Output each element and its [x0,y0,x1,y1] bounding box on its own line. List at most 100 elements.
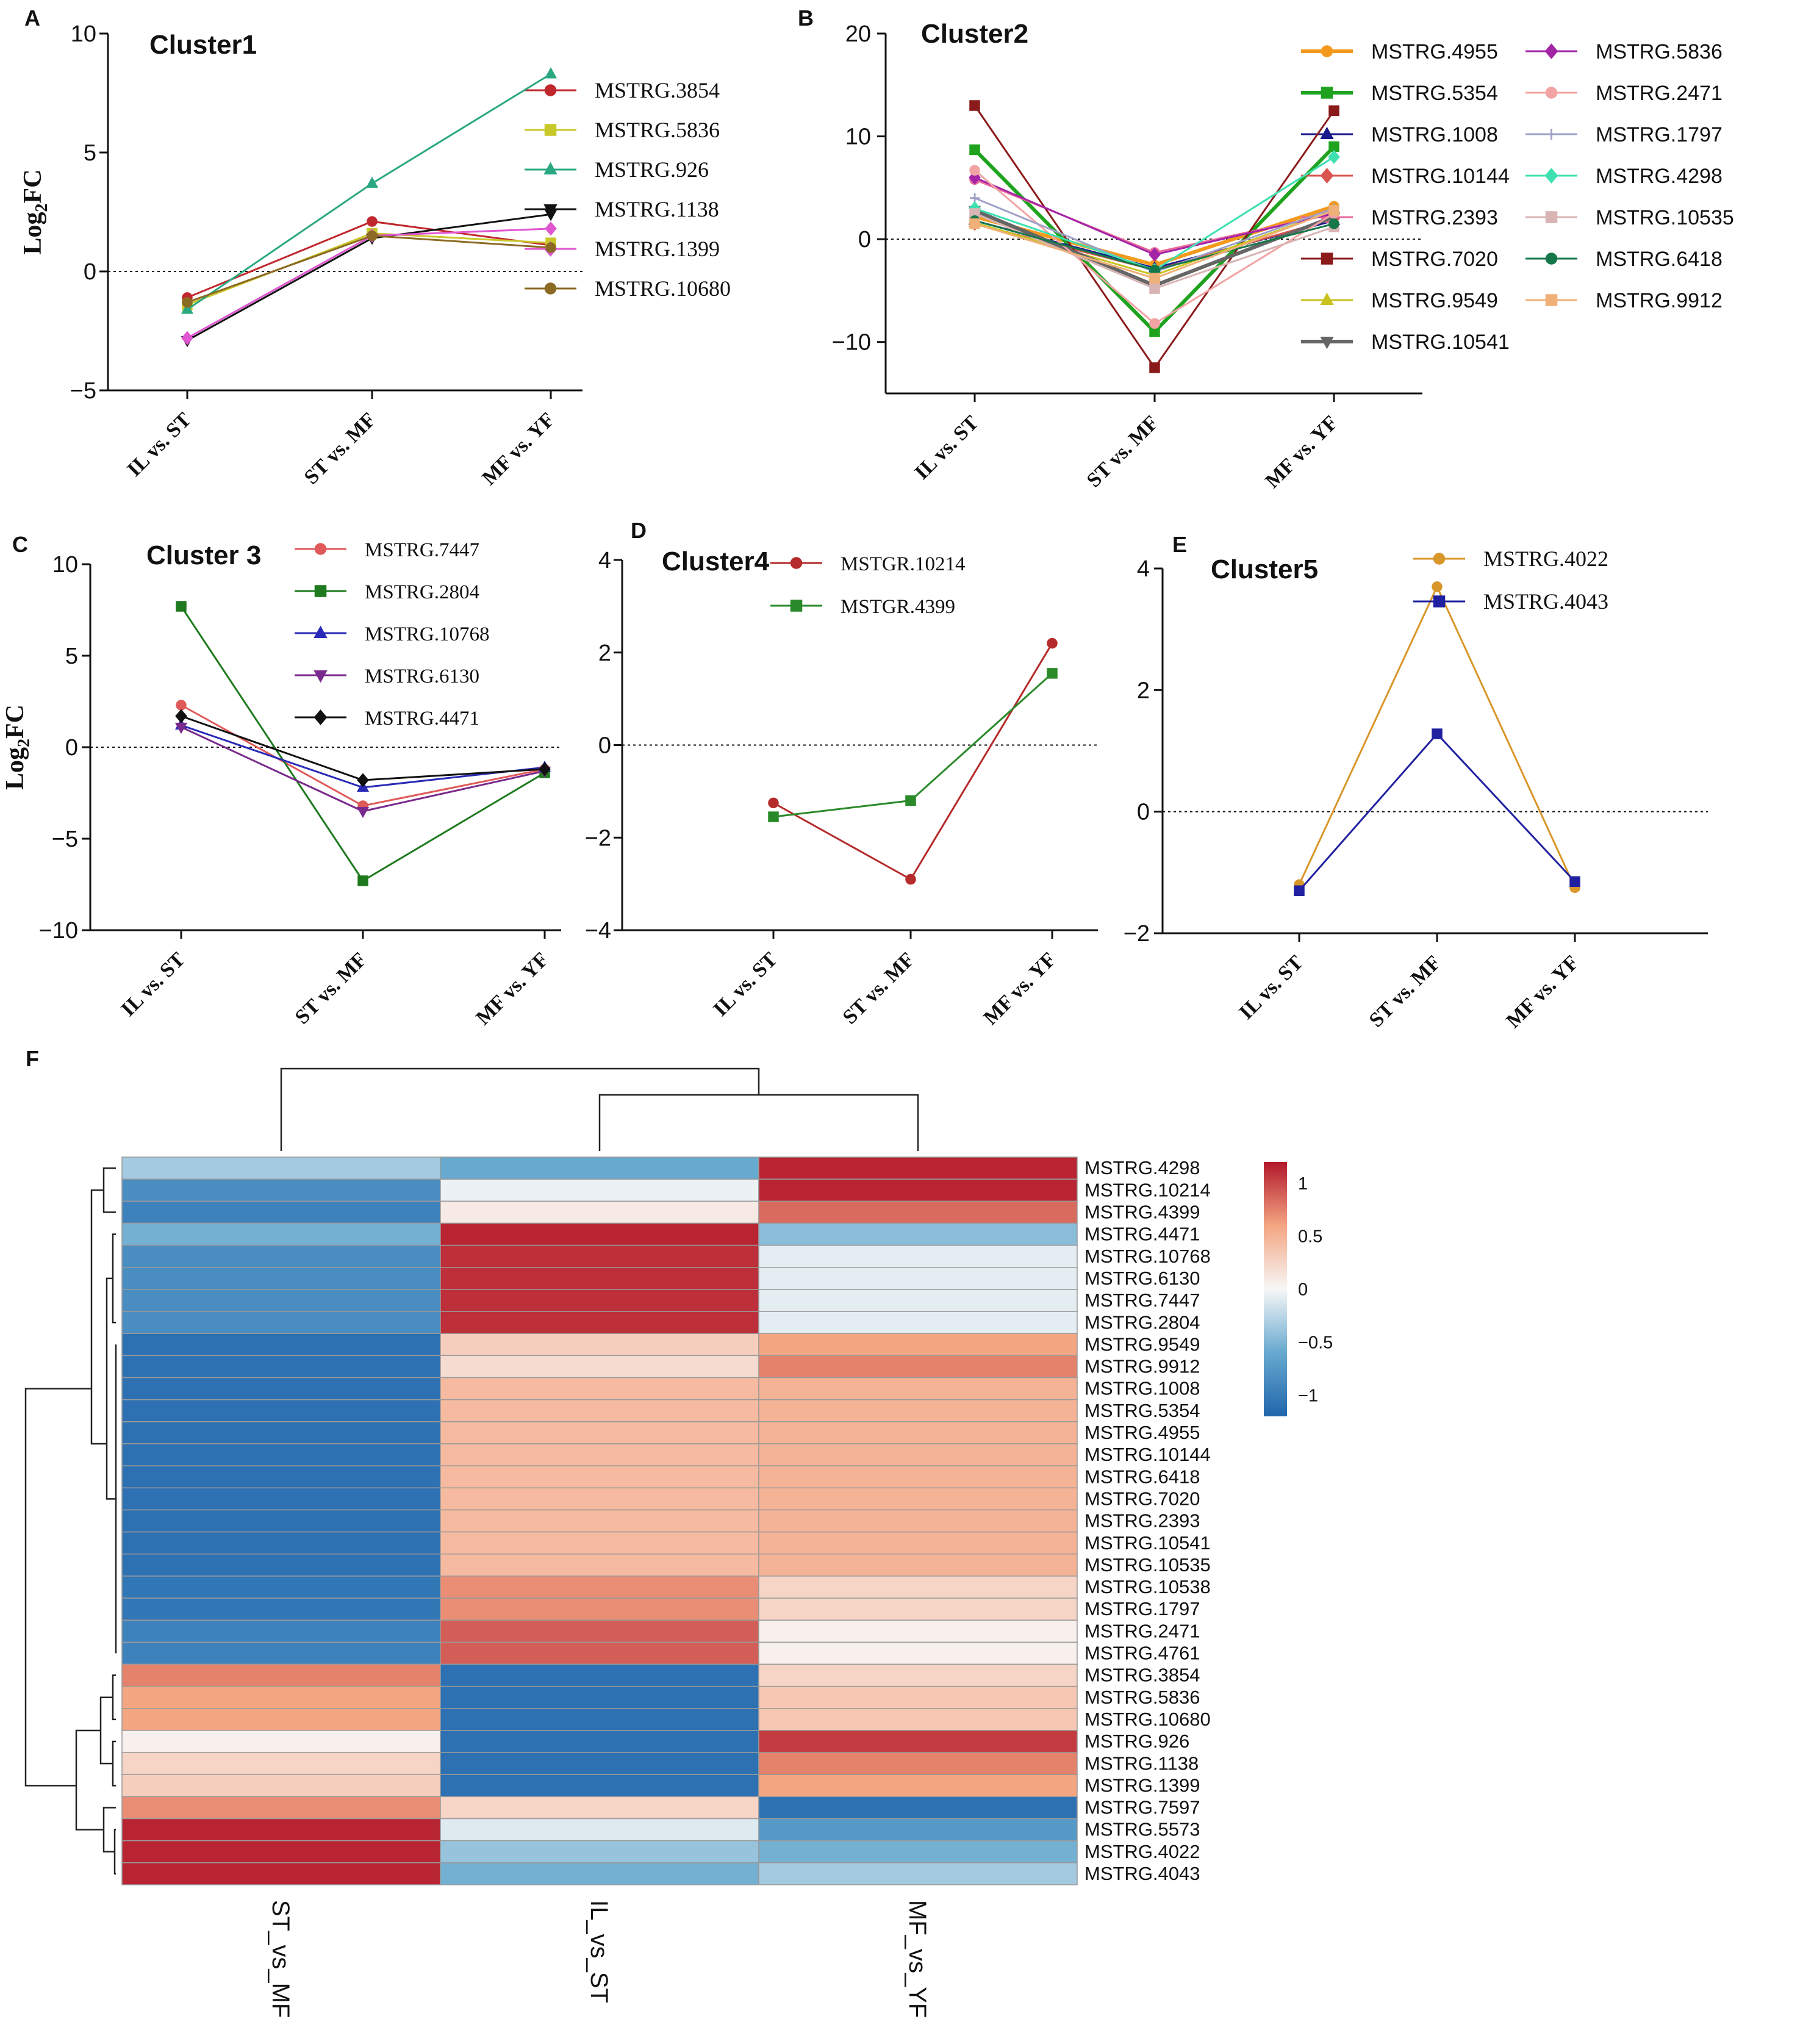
row-label: MSTRG.9912 [1084,1356,1200,1377]
legend-label: MSTRG.5836 [595,118,720,142]
data-point [1149,318,1160,329]
legend-marker [544,124,557,136]
chart-title: Cluster2 [921,19,1028,49]
data-point [545,242,556,253]
row-label: MSTRG.4399 [1084,1202,1200,1223]
heatmap-cell [121,1576,441,1599]
chart-title: Cluster5 [1211,554,1318,584]
data-point [181,303,194,314]
legend-marker [314,709,328,725]
row-label: MSTRG.4043 [1084,1863,1200,1884]
heatmap-cell [121,1619,441,1643]
legend-marker [1545,294,1558,306]
heatmap-cell [121,1178,441,1202]
heatmap-cell [758,1156,1078,1180]
heatmap-cell [440,1399,759,1422]
heatmap-cell [121,1333,441,1357]
legend-marker [1321,87,1333,99]
column-label: MF_vs_YF [904,1900,931,2018]
row-label: MSTRG.2804 [1084,1311,1200,1333]
row-label: MSTRG.9549 [1084,1333,1200,1355]
heatmap-cell [440,1730,759,1753]
y-tick-label: 4 [1137,556,1150,582]
row-label: MSTRG.2393 [1084,1510,1200,1532]
y-tick-label: 0 [858,227,871,253]
color-scale-label: 1 [1298,1174,1308,1194]
legend-label: MSTRG.10535 [1596,206,1734,229]
row-label: MSTRG.1008 [1084,1378,1200,1399]
heatmap-cell [440,1443,759,1466]
row-label: MSTRG.6130 [1084,1268,1200,1289]
heatmap-cell [758,1200,1078,1224]
y-tick-label: 2 [1137,678,1150,703]
heatmap-cell [758,1553,1078,1577]
color-scale-bar [1264,1162,1287,1416]
heatmap-cell [758,1576,1078,1599]
data-point [1328,205,1339,216]
legend-label: MSTRG.1008 [1371,123,1498,146]
heatmap-cell [121,1377,441,1400]
heatmap-cell [440,1685,759,1709]
heatmap-cell [121,1818,441,1841]
row-label: MSTRG.10768 [1084,1246,1211,1267]
heatmap-cell [440,1862,759,1885]
legend-marker [314,543,327,555]
chart-title: Cluster4 [662,547,770,576]
row-label: MSTRG.4761 [1084,1643,1200,1664]
panel-letter: E [1172,532,1187,557]
heatmap-cell [440,1641,759,1665]
legend-marker [1320,168,1334,184]
heatmap-cell [121,1862,441,1885]
legend-label: MSTRG.2471 [1596,82,1723,105]
legend-marker [1545,87,1558,99]
data-point [539,762,551,776]
legend-marker [314,585,327,597]
data-point [1149,273,1160,284]
legend-label: MSTRG.4955 [1371,40,1498,63]
heatmap-cell [121,1267,441,1290]
heatmap-cell [758,1178,1078,1202]
y-tick-label: −2 [585,825,611,851]
data-point [969,100,980,111]
data-point [357,773,369,787]
data-point [181,331,193,345]
legend-label: MSTRG.1138 [595,197,719,221]
heatmap-cell [758,1663,1078,1687]
data-point [367,230,378,242]
heatmap-cell [121,1355,441,1379]
y-axis-label: Log2FC [19,169,51,254]
legend-label: MSTRG.926 [595,157,709,182]
legend-marker [1320,292,1334,305]
y-tick-label: −10 [832,330,871,356]
y-tick-label: 0 [598,733,611,759]
row-dendrogram-branch [24,1388,91,1787]
heatmap-cell [758,1730,1078,1753]
heatmap-cell [121,1663,441,1687]
legend-label: MSTRG.10768 [365,623,489,645]
heatmap-cell [121,1730,441,1753]
y-tick-label: −2 [1124,921,1150,947]
legend-label: MSTRG.6130 [365,665,479,687]
data-point [545,221,557,236]
legend-label: MSTGR.4399 [841,596,955,618]
heatmap-cell [758,1752,1078,1775]
heatmap-cell [121,1399,441,1422]
row-label: MSTRG.4955 [1084,1422,1200,1443]
y-tick-label: 4 [598,548,611,573]
legend-label: MSTRG.4043 [1483,589,1608,614]
heatmap-cell [121,1598,441,1621]
row-label: MSTRG.10680 [1084,1709,1211,1730]
y-tick-label: −10 [39,918,78,944]
legend-marker [1546,129,1557,140]
data-point [544,67,557,79]
row-label: MSTRG.10538 [1084,1576,1211,1598]
heatmap-cell [440,1619,759,1643]
heatmap-cell [758,1222,1078,1246]
y-tick-label: 10 [52,552,78,578]
row-label: MSTRG.6418 [1084,1466,1200,1487]
panel-letter: C [12,532,28,557]
legend-label: MSTGR.10214 [841,553,965,575]
heatmap-cell [440,1509,759,1533]
row-label: MSTRG.2471 [1084,1620,1200,1641]
heatmap-cell [121,1531,441,1555]
